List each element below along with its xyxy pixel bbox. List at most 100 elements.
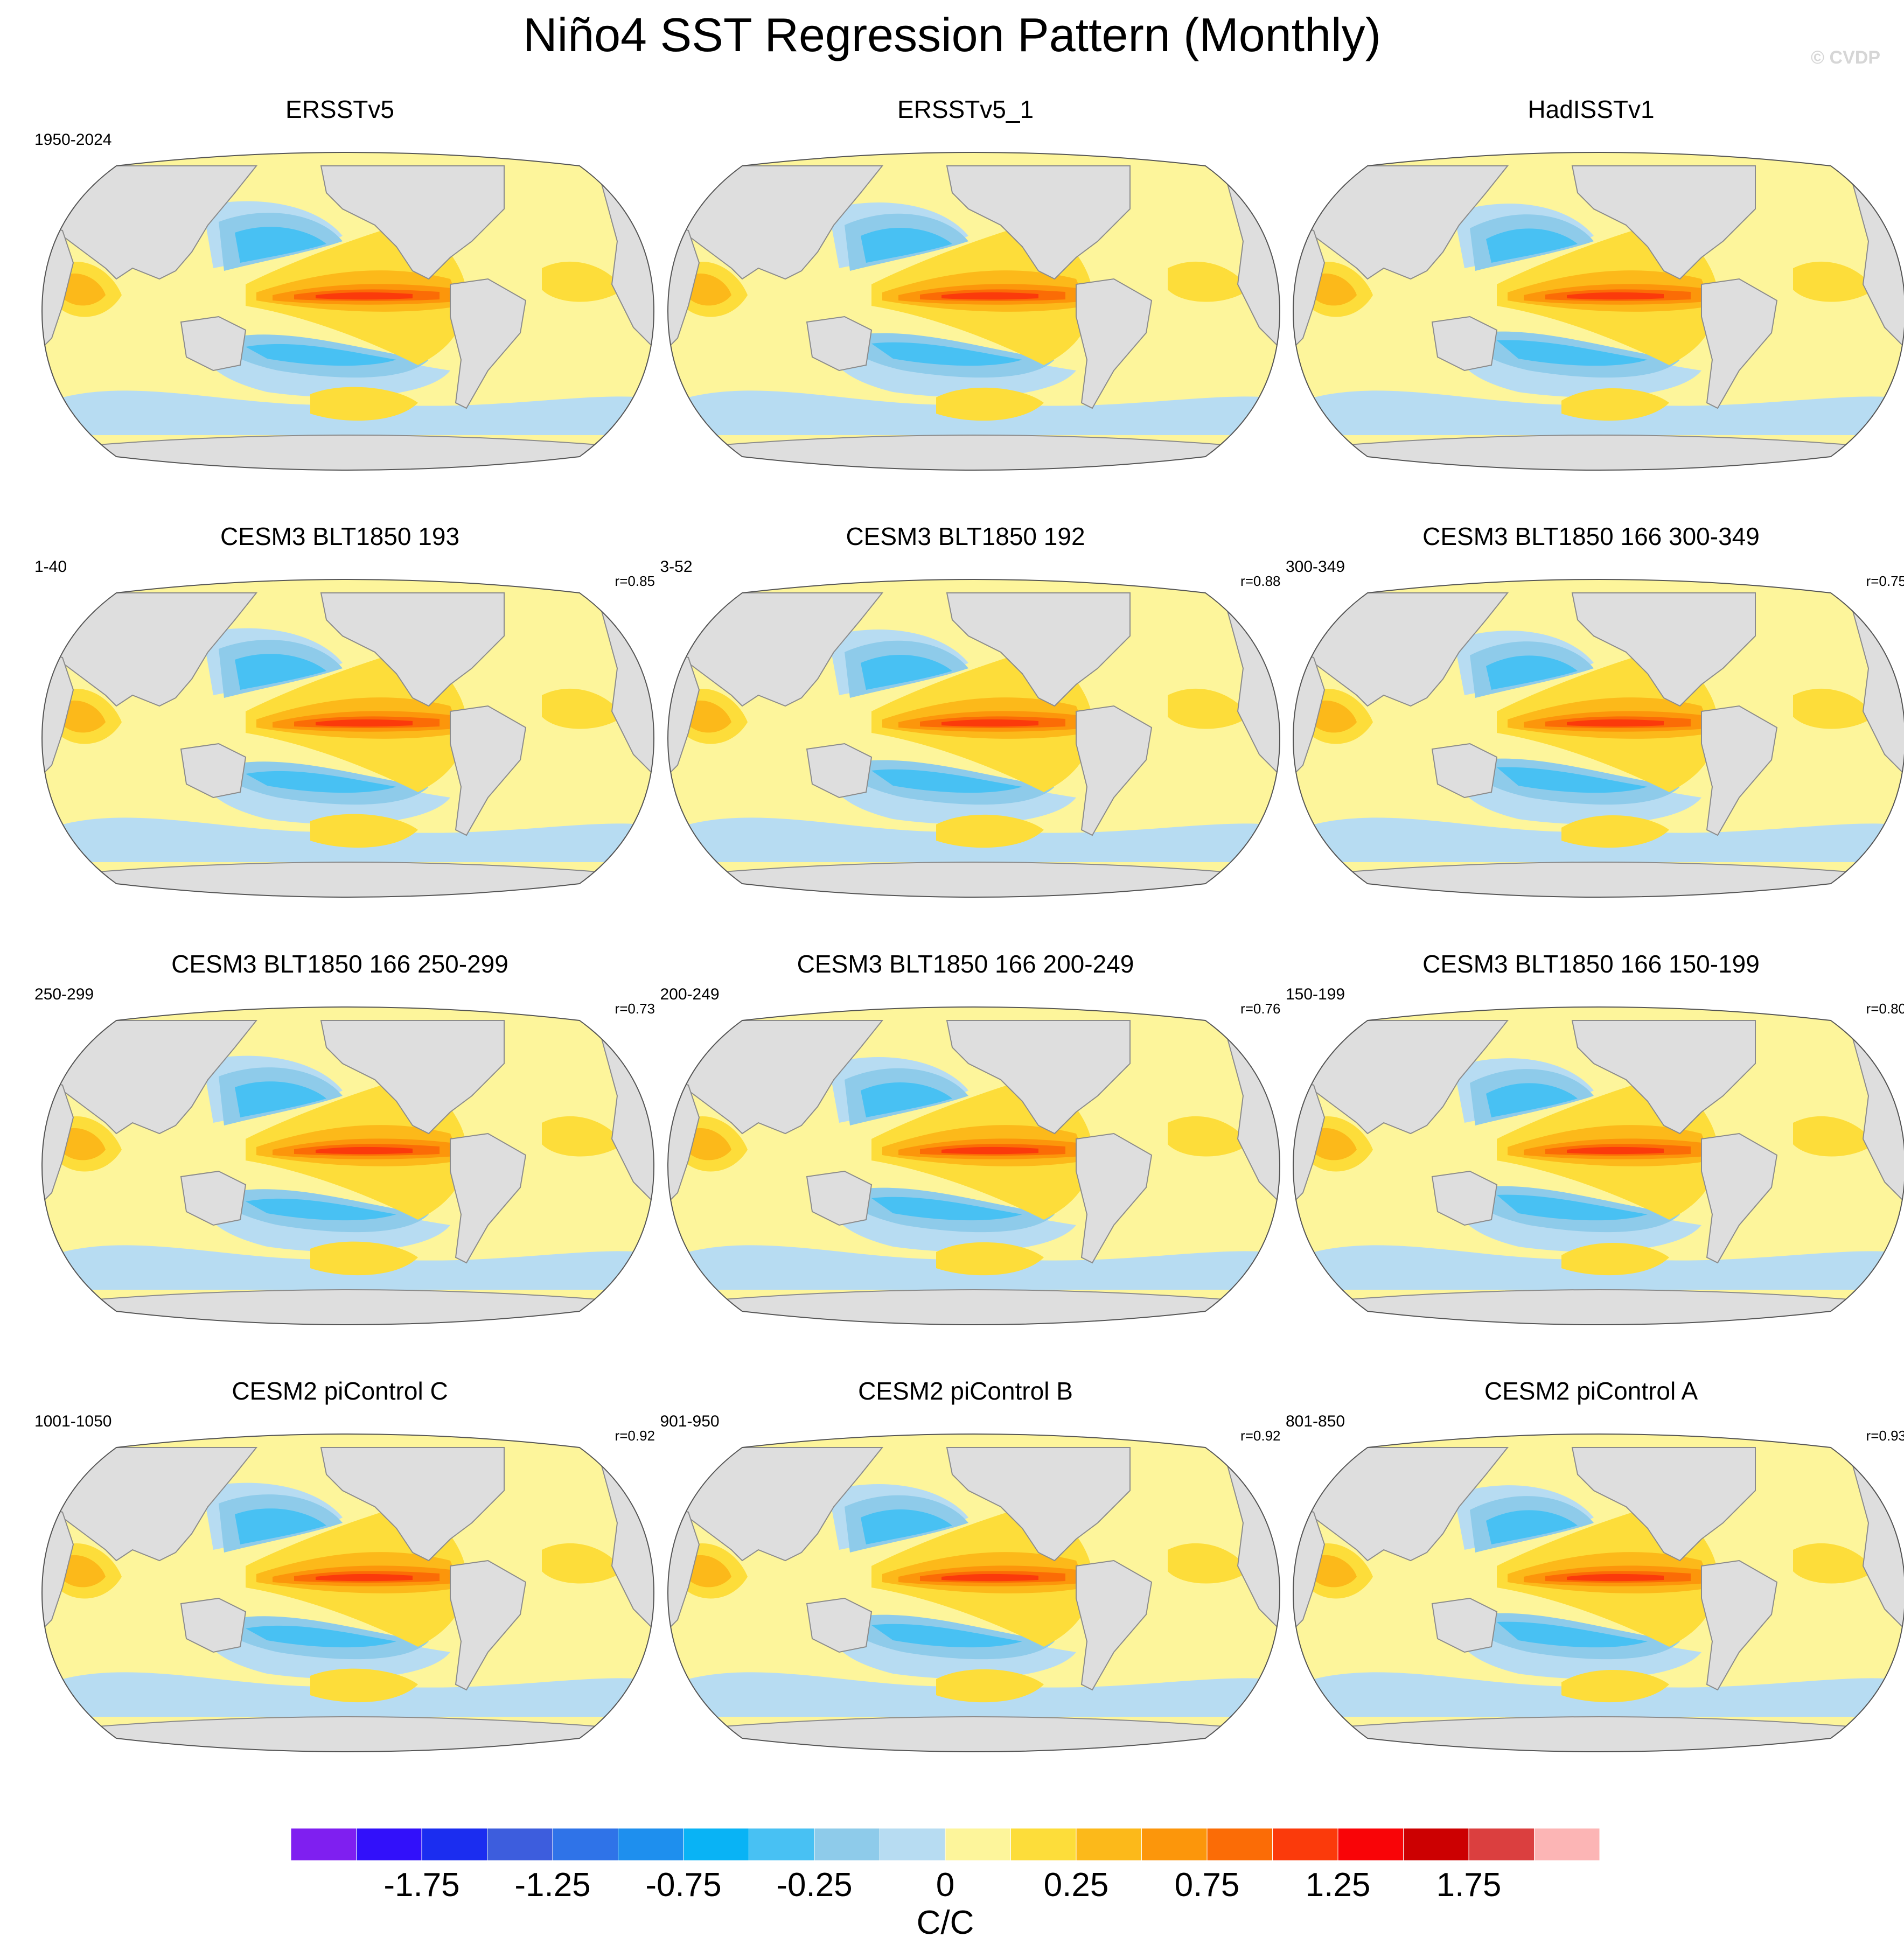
land-mass [1302, 1019, 1509, 1134]
colorbar-tick-label: -0.75 [645, 1866, 722, 1904]
anomaly-contour [246, 1625, 396, 1648]
panel-period-label: 300-349 [1286, 558, 1345, 576]
colorbar-tick-label: 1.25 [1305, 1866, 1371, 1904]
land-mass [1571, 1019, 1756, 1134]
land-mass [180, 1597, 247, 1653]
sst-regression-map [1292, 1006, 1904, 1325]
anomaly-contour [1793, 1116, 1874, 1156]
anomaly-contour [871, 1624, 1022, 1648]
sst-regression-map [41, 151, 655, 471]
sst-regression-map [667, 151, 1280, 471]
map-border [1292, 579, 1904, 898]
map-panel: CESM3 BLT1850 166 150-199 150-199 r=0.80 [1276, 948, 1904, 1335]
anomaly-contour [941, 1146, 1038, 1154]
colorbar-swatches [290, 1828, 1600, 1861]
anomaly-contour [246, 771, 396, 793]
colorbar-tick-label: -0.25 [776, 1866, 853, 1904]
land-mass [320, 1019, 505, 1134]
anomaly-contour [1314, 273, 1357, 305]
land-mass [83, 434, 613, 470]
panel-title: CESM2 piControl B [858, 1377, 1073, 1405]
anomaly-contour [1486, 655, 1578, 690]
land-mass [51, 592, 258, 707]
panel-period-label: 3-52 [660, 558, 693, 576]
anomaly-contour [542, 1543, 623, 1584]
anomaly-contour [1167, 1543, 1249, 1584]
panel-correlation-label: r=0.76 [1240, 1000, 1281, 1017]
map-field [667, 1006, 1280, 1325]
map-panel: CESM2 piControl B 901-950 r=0.92 [651, 1375, 1281, 1763]
map-field [42, 152, 654, 470]
colorbar-swatch [1403, 1828, 1469, 1861]
panel-correlation-label: r=0.92 [1240, 1428, 1281, 1444]
land-mass [709, 862, 1238, 897]
land-mass [676, 165, 883, 279]
land-mass [83, 862, 613, 897]
map-border [41, 1006, 655, 1325]
land-mass [83, 1716, 613, 1752]
anomaly-contour [235, 1081, 326, 1117]
anomaly-contour [1567, 1574, 1664, 1582]
sst-regression-map [1292, 579, 1904, 898]
panel-period-label: 150-199 [1286, 985, 1345, 1003]
land-mass [1431, 743, 1498, 799]
map-border [41, 151, 655, 471]
sst-regression-map [1292, 1433, 1904, 1752]
panel-period-label: 1-40 [34, 558, 67, 576]
anomaly-contour [62, 273, 106, 305]
anomaly-contour [1567, 719, 1664, 727]
colorbar-tick-label: 0.25 [1043, 1866, 1109, 1904]
panel-title: CESM2 piControl A [1484, 1377, 1698, 1405]
panel-title: CESM3 BLT1850 166 150-199 [1422, 949, 1760, 978]
map-panel: CESM3 BLT1850 166 200-249 200-249 r=0.76 [651, 948, 1281, 1335]
anomaly-contour [1314, 1128, 1357, 1160]
panel-period-label: 1001-1050 [34, 1412, 112, 1430]
map-field [667, 152, 1280, 470]
map-panel: ERSSTv5 1950-2024 [25, 93, 655, 481]
land-mass [1431, 316, 1498, 371]
land-mass [806, 1170, 872, 1226]
anomaly-contour [1167, 261, 1249, 302]
land-mass [1075, 278, 1152, 409]
land-mass [1075, 1560, 1152, 1691]
panel-correlation-label: r=0.73 [615, 1000, 655, 1017]
panel-correlation-label: r=0.80 [1866, 1000, 1904, 1017]
anomaly-contour [1486, 1082, 1578, 1117]
anomaly-contour [936, 814, 1044, 848]
anomaly-contour [1314, 1555, 1357, 1588]
colorbar-swatch [749, 1828, 815, 1861]
land-mass [1334, 434, 1864, 470]
land-mass [51, 165, 258, 279]
map-panel: HadISSTv1 [1276, 93, 1904, 481]
panel-correlation-label: r=0.88 [1240, 573, 1281, 589]
land-mass [1334, 862, 1864, 897]
panel-title: ERSSTv5 [285, 95, 394, 123]
anomaly-contour [1567, 292, 1664, 299]
panel-correlation-label: r=0.75 [1866, 573, 1904, 589]
panel-title: CESM3 BLT1850 166 250-299 [171, 949, 508, 978]
land-mass [946, 592, 1131, 707]
anomaly-contour [62, 1128, 106, 1160]
map-field [1293, 1434, 1904, 1752]
colorbar-tick-label: -1.75 [383, 1866, 460, 1904]
anomaly-contour [310, 814, 418, 848]
sst-regression-map [1292, 151, 1904, 471]
panel-title: CESM3 BLT1850 166 300-349 [1422, 522, 1760, 550]
anomaly-contour [310, 1241, 418, 1275]
land-mass [1571, 592, 1756, 707]
land-mass [1701, 1560, 1778, 1691]
anomaly-contour [941, 1574, 1038, 1582]
anomaly-contour [316, 292, 413, 299]
sst-regression-map [667, 579, 1280, 898]
anomaly-contour [941, 292, 1038, 299]
map-border [1292, 151, 1904, 471]
colorbar-swatch [1337, 1828, 1404, 1861]
sst-regression-map [41, 1433, 655, 1752]
map-panel: CESM2 piControl C 1001-1050 r=0.92 [25, 1375, 655, 1763]
colorbar-swatch [1141, 1828, 1208, 1861]
anomaly-contour [860, 1082, 952, 1117]
colorbar-swatch [814, 1828, 880, 1861]
map-panel: CESM3 BLT1850 166 300-349 300-349 r=0.75 [1276, 520, 1904, 908]
anomaly-contour [542, 261, 623, 302]
anomaly-contour [1793, 261, 1874, 302]
